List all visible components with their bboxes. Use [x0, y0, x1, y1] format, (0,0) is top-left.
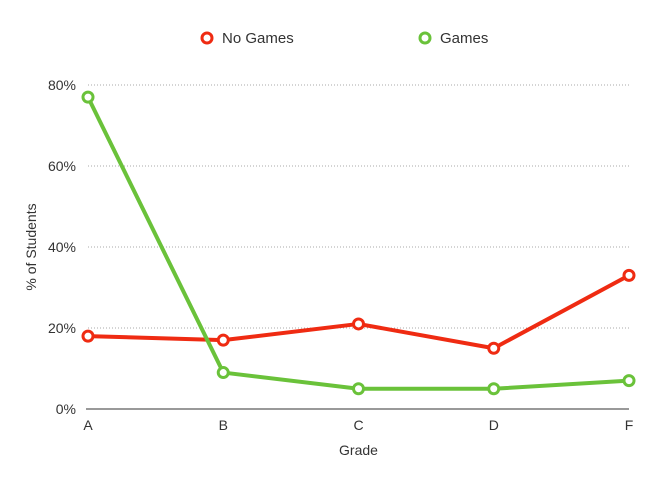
legend-item: Games [418, 30, 488, 47]
y-axis-title: % of Students [23, 203, 39, 290]
y-axis-ticks: 0% 20% 40% 60% 80% [48, 77, 76, 417]
data-point [352, 382, 365, 396]
x-tick-label: B [219, 417, 228, 433]
data-point [81, 329, 95, 343]
data-point [216, 333, 230, 347]
data-point [81, 90, 95, 104]
data-point [622, 374, 636, 388]
legend: No Games Games [200, 30, 488, 47]
legend-marker [200, 31, 214, 45]
data-point [352, 317, 365, 331]
series-line [86, 273, 631, 351]
data-point [487, 341, 501, 355]
gridlines [88, 84, 629, 329]
y-tick-label: 0% [56, 401, 76, 417]
series-1 [81, 90, 636, 396]
y-tick-label: 60% [48, 158, 76, 174]
data-point [622, 268, 636, 282]
y-tick-label: 20% [48, 320, 76, 336]
x-tick-label: C [353, 417, 363, 433]
data-point [487, 382, 501, 396]
x-tick-label: D [489, 417, 499, 433]
series-group [81, 90, 636, 396]
legend-item: No Games [200, 30, 294, 47]
series-line [86, 95, 631, 391]
legend-marker [418, 31, 432, 45]
data-point [216, 366, 230, 380]
legend-label: Games [440, 30, 488, 47]
series-0 [81, 268, 636, 355]
y-tick-label: 40% [48, 239, 76, 255]
x-tick-label: F [625, 417, 634, 433]
legend-label: No Games [222, 30, 294, 47]
y-tick-label: 80% [48, 77, 76, 93]
x-tick-label: A [83, 417, 93, 433]
x-axis-title: Grade [339, 442, 378, 458]
